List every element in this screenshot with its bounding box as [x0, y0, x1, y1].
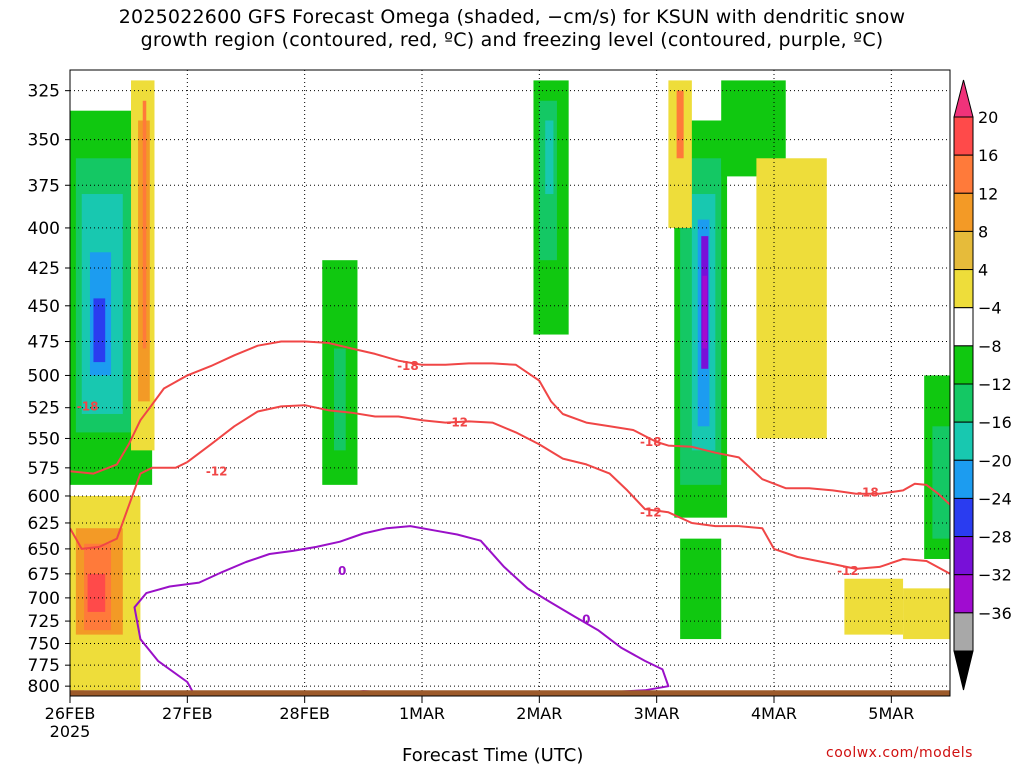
y-tick-label-475: 475 [28, 333, 60, 353]
contour-label-1-3: -12 [837, 564, 859, 578]
colorbar-band-3 [953, 230, 974, 271]
y-tick-label-375: 375 [28, 176, 60, 196]
colorbar-band-10 [953, 497, 974, 538]
x-tick-label-1MAR: 1MAR [399, 704, 445, 723]
omega-region-14 [334, 348, 346, 451]
colorbar: 20 16 12 8 4 −4 −8 −12 −16 −20 −24 −28 −32 −36 [953, 79, 1012, 691]
y-tick-label-650: 650 [28, 540, 60, 560]
colorbar-label-8: −16 [978, 413, 1012, 432]
contour-line-1 [70, 404, 950, 575]
omega-region-9 [93, 298, 106, 363]
colorbar-label-11: −28 [978, 528, 1012, 547]
colorbar-band-6 [953, 345, 974, 385]
colorbar-label-12: −32 [978, 566, 1012, 585]
ground-surface [70, 690, 950, 696]
y-tick-label-700: 700 [28, 589, 60, 609]
y-tick-label-625: 625 [28, 514, 60, 534]
y-tick-label-425: 425 [28, 259, 60, 279]
colorbar-band-4 [953, 269, 974, 309]
y-tick-label-525: 525 [28, 399, 60, 419]
colorbar-label-4: 4 [978, 261, 988, 280]
omega-region-32 [932, 426, 950, 539]
y-tick-label-775: 775 [28, 656, 60, 676]
contour-labels: -18 -18 -18 -18 -12 -12 -12 -12 0 0 [77, 359, 879, 626]
y-tick-label-600: 600 [28, 487, 60, 507]
colorbar-label-6: −8 [978, 337, 1002, 356]
credit-text[interactable]: coolwx.com/models [826, 745, 973, 761]
omega-region-23 [702, 275, 708, 349]
y-tick-label-750: 750 [28, 634, 60, 654]
colorbar-label-13: −36 [978, 604, 1012, 623]
plot-frame [69, 69, 951, 697]
y-tick-label-500: 500 [28, 366, 60, 386]
omega-shading [70, 80, 950, 691]
contour-line-0 [70, 340, 950, 506]
colorbar-label-2: 12 [978, 184, 998, 203]
x-tick-label-3MAR: 3MAR [634, 704, 680, 723]
title-line-1: 2025022600 GFS Forecast Omega (shaded, −… [118, 6, 906, 28]
colorbar-band-1 [953, 154, 974, 194]
colorbar-band-2 [953, 192, 974, 232]
colorbar-label-10: −24 [978, 489, 1012, 508]
y-tick-label-450: 450 [28, 297, 60, 317]
chart-title: 2025022600 GFS Forecast Omega (shaded, −… [0, 6, 1024, 52]
y-tick-label-325: 325 [28, 82, 60, 102]
y-tick-label-350: 350 [28, 131, 60, 151]
colorbar-band-11 [953, 536, 974, 576]
x-tick-label-26FEB: 26FEB [45, 704, 96, 723]
y-tick-label-550: 550 [28, 429, 60, 449]
colorbar-band-8 [953, 421, 974, 461]
colorbar-label-3: 8 [978, 222, 988, 241]
y-tick-label-800: 800 [28, 677, 60, 697]
contour-label-0-0: -18 [77, 399, 99, 413]
grid-lines [70, 70, 950, 696]
colorbar-band-13 [953, 612, 974, 652]
colorbar-bottom-triangle [953, 650, 974, 691]
contour-label-2-0: 0 [338, 564, 346, 578]
x-axis-title: Forecast Time (UTC) [402, 745, 584, 766]
colorbar-label-5: −4 [978, 299, 1002, 318]
x-tick-label-4MAR: 4MAR [751, 704, 797, 723]
contour-label-0-2: -18 [640, 435, 662, 449]
colorbar-label-1: 16 [978, 146, 998, 165]
title-line-2: growth region (contoured, red, ºC) and f… [140, 29, 884, 51]
colorbar-band-12 [953, 574, 974, 614]
colorbar-band-5 [953, 307, 974, 347]
contour-label-0-3: -18 [857, 486, 879, 500]
y-axis: 325 350 375 400 425 450 475 500 525 550 575 600 625 6… [28, 82, 70, 697]
omega-region-12 [142, 100, 147, 349]
omega-region-29 [844, 578, 904, 635]
colorbar-band-7 [953, 383, 974, 423]
x-tick-sublabel-26FEB: 2025 [50, 722, 91, 741]
omega-region-28 [756, 158, 827, 439]
omega-region-25 [676, 90, 684, 159]
omega-region-4 [87, 573, 106, 612]
colorbar-top-triangle [953, 79, 974, 118]
x-tick-label-27FEB: 27FEB [162, 704, 213, 723]
contour-label-1-0: -12 [206, 464, 228, 478]
colorbar-band-0 [953, 116, 974, 156]
y-tick-label-575: 575 [28, 459, 60, 479]
y-tick-label-725: 725 [28, 612, 60, 632]
contour-label-2-1: 0 [582, 612, 590, 626]
colorbar-band-9 [953, 459, 974, 499]
x-tick-label-5MAR: 5MAR [868, 704, 914, 723]
contour-label-1-1: -12 [446, 416, 468, 430]
colorbar-label-9: −20 [978, 451, 1012, 470]
colorbar-label-0: 20 [978, 108, 998, 127]
contour-label-1-2: -12 [640, 505, 662, 519]
omega-region-17 [545, 120, 554, 195]
colorbar-label-7: −12 [978, 375, 1012, 394]
contour-label-0-1: -18 [397, 359, 419, 373]
y-tick-label-675: 675 [28, 565, 60, 585]
omega-region-30 [903, 588, 950, 640]
y-tick-label-400: 400 [28, 219, 60, 239]
x-tick-label-2MAR: 2MAR [516, 704, 562, 723]
omega-region-26 [680, 538, 722, 640]
x-tick-label-28FEB: 28FEB [279, 704, 330, 723]
